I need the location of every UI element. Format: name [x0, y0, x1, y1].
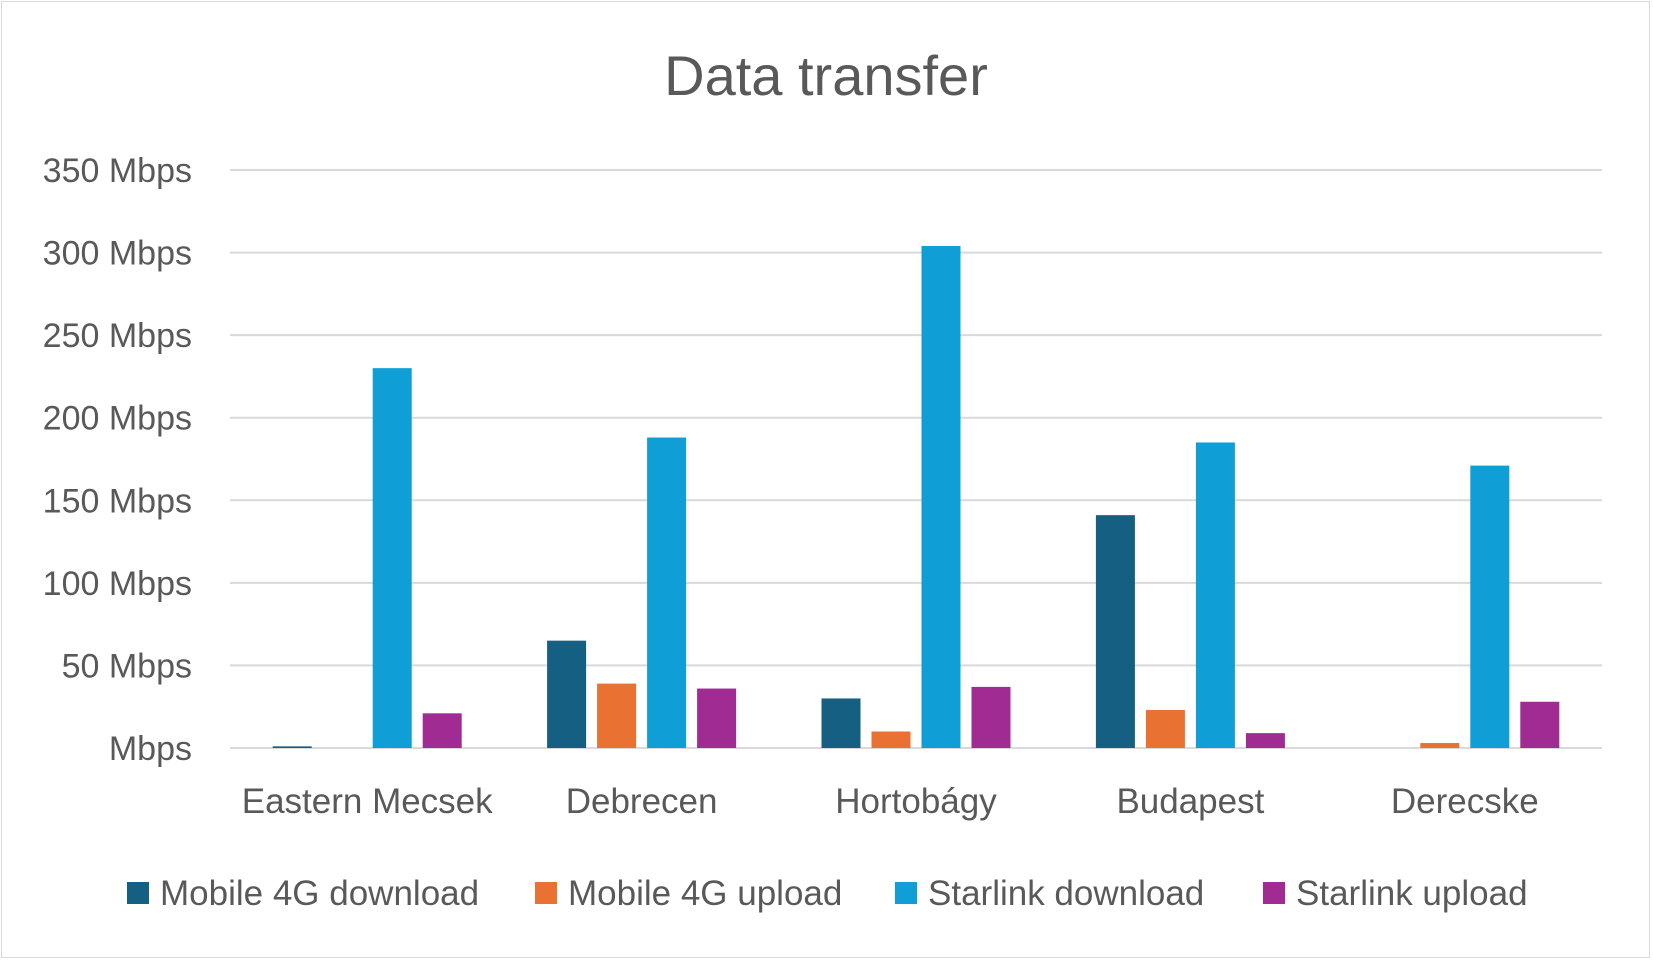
bars — [272, 245, 1560, 749]
bar-mobile-4g-upload-3 — [1145, 710, 1185, 748]
x-axis-category-labels: Eastern Mecsek Debrecen Hortobágy Budapest D… — [242, 782, 1539, 821]
bar-mobile-4g-upload-2 — [871, 731, 911, 748]
bar-starlink-upload-4 — [1520, 701, 1560, 748]
gridlines — [230, 169, 1602, 749]
chart-title: Data transfer — [664, 44, 988, 107]
bar-starlink-download-0 — [372, 368, 412, 748]
bar-mobile-4g-download-0 — [272, 746, 312, 748]
bar-starlink-download-3 — [1195, 442, 1235, 748]
y-tick-label: Mbps — [109, 730, 192, 768]
bar-starlink-upload-2 — [971, 686, 1011, 748]
y-tick-label: 150 Mbps — [43, 482, 192, 520]
legend-swatch — [127, 882, 149, 904]
y-tick-label: 350 Mbps — [43, 152, 192, 190]
bar-mobile-4g-download-1 — [547, 640, 587, 748]
bar-mobile-4g-download-3 — [1095, 515, 1135, 748]
y-tick-label: 250 Mbps — [43, 317, 192, 355]
legend-label: Starlink download — [928, 874, 1204, 913]
y-tick-label: 200 Mbps — [43, 400, 192, 438]
x-category-label: Eastern Mecsek — [242, 782, 493, 821]
bar-mobile-4g-upload-1 — [597, 683, 637, 748]
bar-mobile-4g-download-2 — [821, 698, 861, 748]
bar-starlink-download-2 — [921, 245, 961, 749]
legend-swatch — [535, 882, 557, 904]
y-axis-tick-labels: Mbps 50 Mbps 100 Mbps 150 Mbps 200 Mbps 250 M… — [43, 152, 192, 768]
legend-label: Mobile 4G download — [160, 874, 479, 913]
bar-starlink-upload-0 — [422, 713, 462, 748]
bar-mobile-4g-upload-4 — [1420, 743, 1460, 748]
y-tick-label: 50 Mbps — [62, 647, 192, 685]
legend-label: Starlink upload — [1296, 874, 1528, 913]
x-category-label: Hortobágy — [835, 782, 997, 821]
x-category-label: Debrecen — [566, 782, 718, 821]
x-category-label: Derecske — [1391, 782, 1539, 821]
legend-swatch — [1263, 882, 1285, 904]
x-category-label: Budapest — [1116, 782, 1264, 821]
legend-swatch — [895, 882, 917, 904]
y-tick-label: 300 Mbps — [43, 235, 192, 273]
y-tick-label: 100 Mbps — [43, 565, 192, 603]
legend: Mobile 4G download Mobile 4G upload Starli… — [127, 874, 1528, 913]
bar-starlink-upload-1 — [697, 688, 737, 748]
bar-starlink-upload-3 — [1245, 733, 1285, 748]
bar-starlink-download-1 — [647, 437, 687, 748]
bar-starlink-download-4 — [1470, 465, 1510, 748]
legend-label: Mobile 4G upload — [568, 874, 842, 913]
